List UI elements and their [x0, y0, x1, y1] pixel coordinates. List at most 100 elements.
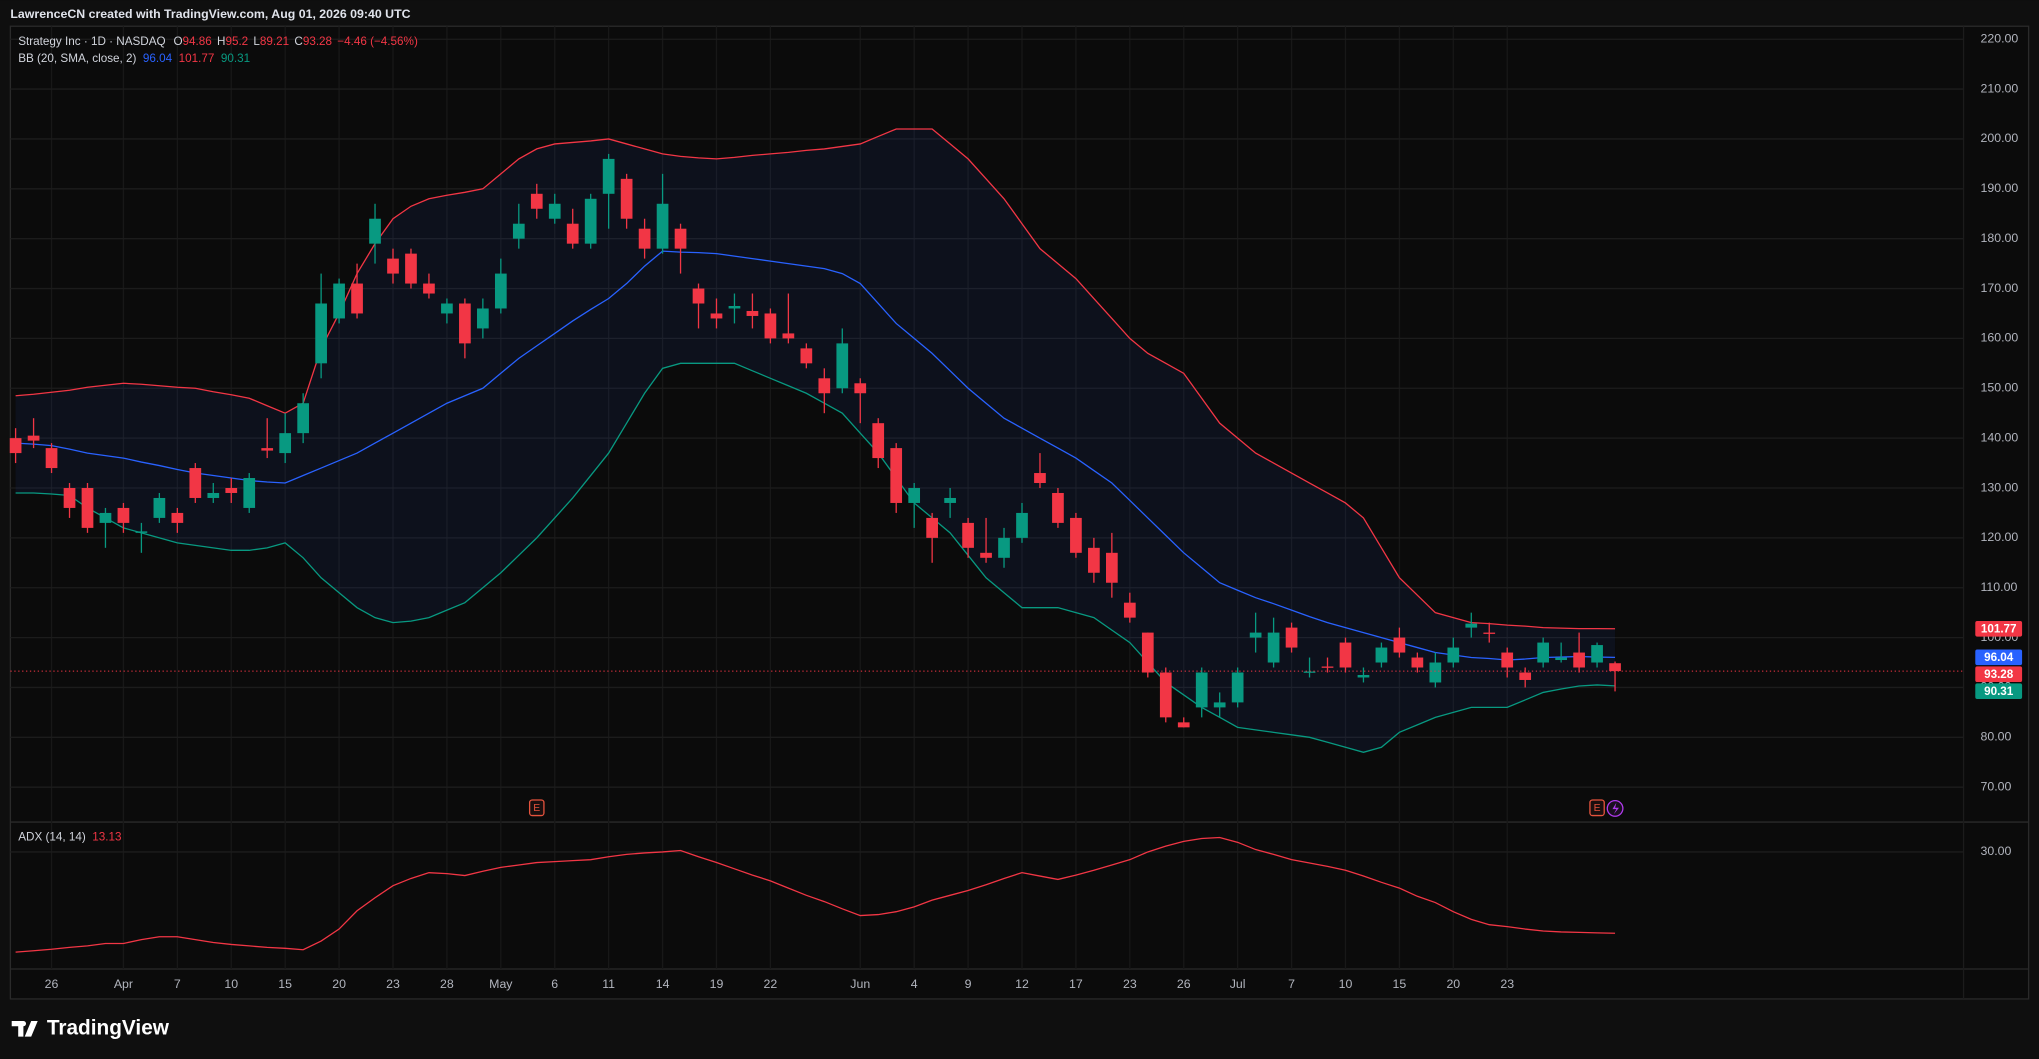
price-badge — [1975, 666, 2023, 683]
candle-body — [1213, 702, 1226, 708]
candle-body — [99, 512, 112, 523]
candle-body — [1591, 645, 1603, 663]
candle-body — [45, 448, 58, 469]
x-tick-label: 22 — [764, 977, 778, 991]
candle-body — [333, 283, 345, 319]
x-tick-label: 23 — [1500, 977, 1514, 991]
candle-body — [1501, 652, 1514, 668]
candle-body — [279, 433, 292, 454]
earnings-label: E — [1594, 803, 1601, 814]
candle-body — [459, 303, 471, 344]
price-badge-label: 90.31 — [1984, 685, 2014, 698]
y-tick-label: 140.00 — [1980, 430, 2018, 444]
candle-body — [530, 193, 543, 209]
candle-body — [1285, 627, 1298, 648]
candle-body — [962, 522, 974, 548]
ohlc-label: O — [173, 35, 182, 48]
candle-body — [908, 487, 921, 503]
bb-lower-value: 90.31 — [221, 52, 250, 65]
candle-body — [1411, 657, 1424, 668]
candle-body — [315, 303, 327, 364]
x-tick-label: 4 — [911, 977, 918, 991]
candle-body — [189, 468, 202, 498]
candle-body — [9, 438, 22, 454]
price-badge-label: 93.28 — [1984, 668, 2014, 681]
candle-body — [81, 487, 94, 528]
candle-body — [1070, 517, 1082, 553]
x-tick-label: Jun — [850, 977, 870, 991]
earnings-marker — [1589, 799, 1605, 817]
earnings-label: E — [533, 803, 540, 814]
close-value: 93.28 — [303, 35, 332, 48]
candle-body — [890, 448, 903, 503]
candle-body — [1267, 632, 1280, 663]
candle-body — [1249, 632, 1262, 638]
x-tick-label: 23 — [1123, 977, 1137, 991]
change: −4.46 (−4.56%) — [337, 35, 418, 48]
candle-body — [782, 333, 795, 339]
high-value: 95.2 — [225, 35, 248, 48]
candle-body — [387, 258, 399, 274]
candle-body — [1321, 666, 1334, 668]
candle-body — [980, 552, 992, 558]
price-badge-label: 101.77 — [1981, 623, 2017, 636]
candle-body — [1429, 662, 1442, 683]
candle-body — [998, 537, 1010, 558]
candle-body — [261, 448, 274, 451]
candle-body — [656, 203, 669, 249]
candle-body — [423, 283, 435, 294]
adx-line — [15, 836, 1616, 953]
candle-body — [369, 218, 381, 244]
bb-line — [15, 362, 1616, 753]
x-tick-label: Apr — [114, 977, 133, 991]
candle-body — [1483, 632, 1496, 634]
price-badge — [1975, 649, 2023, 666]
candle-body — [1573, 652, 1585, 668]
candle-body — [117, 507, 130, 523]
candle-body — [566, 223, 579, 244]
x-tick-label: 26 — [45, 977, 59, 991]
candle-body — [638, 228, 651, 249]
x-tick-label: 23 — [386, 977, 400, 991]
candle-body — [872, 423, 885, 459]
candle-body — [1052, 492, 1064, 523]
candle-body — [854, 383, 867, 394]
open-value: 94.86 — [183, 35, 212, 48]
candle-body — [1375, 647, 1388, 663]
candle-body — [836, 343, 849, 389]
adx-title: ADX (14, 14) — [18, 831, 86, 844]
candle-body — [692, 288, 705, 304]
y-tick-label: 30.00 — [1980, 844, 2011, 858]
candle-body — [1195, 672, 1208, 708]
candle-body — [728, 305, 741, 309]
x-tick-label: 6 — [551, 977, 558, 991]
x-tick-label: 14 — [656, 977, 670, 991]
candle-body — [225, 487, 238, 493]
legend-bb: BB (20, SMA, close, 2) 96.04 101.77 90.31 — [18, 52, 250, 65]
y-tick-label: 160.00 — [1980, 331, 2018, 345]
adx-value: 13.13 — [92, 831, 121, 844]
candle-body — [1357, 674, 1370, 678]
x-tick-label: 15 — [1393, 977, 1407, 991]
candle-body — [1016, 512, 1028, 538]
y-tick-label: 200.00 — [1980, 131, 2018, 145]
bb-line — [15, 250, 1616, 661]
x-tick-label: 7 — [1288, 977, 1295, 991]
candle-body — [405, 253, 417, 284]
candle-body — [512, 223, 525, 239]
x-tick-label: 20 — [332, 977, 346, 991]
candle-body — [764, 313, 777, 339]
ohlc-label: H — [217, 35, 225, 48]
x-tick-label: 10 — [224, 977, 238, 991]
candle-body — [944, 497, 956, 503]
candle-body — [1141, 632, 1154, 673]
candle-body — [1231, 672, 1244, 703]
candle-body — [1447, 647, 1460, 663]
bb-line — [15, 128, 1616, 630]
candle-body — [1034, 473, 1046, 484]
axes: 26 Apr 7 10 15 20 23 28 May 6 11 14 19 22 Jun 4 9 12 17 23 2… — [45, 31, 2019, 990]
legend-adx: ADX (14, 14) 13.13 — [18, 831, 121, 844]
x-tick-label: 15 — [278, 977, 292, 991]
bb-basis-value: 96.04 — [143, 52, 173, 65]
y-tick-label: 110.00 — [1980, 580, 2017, 594]
